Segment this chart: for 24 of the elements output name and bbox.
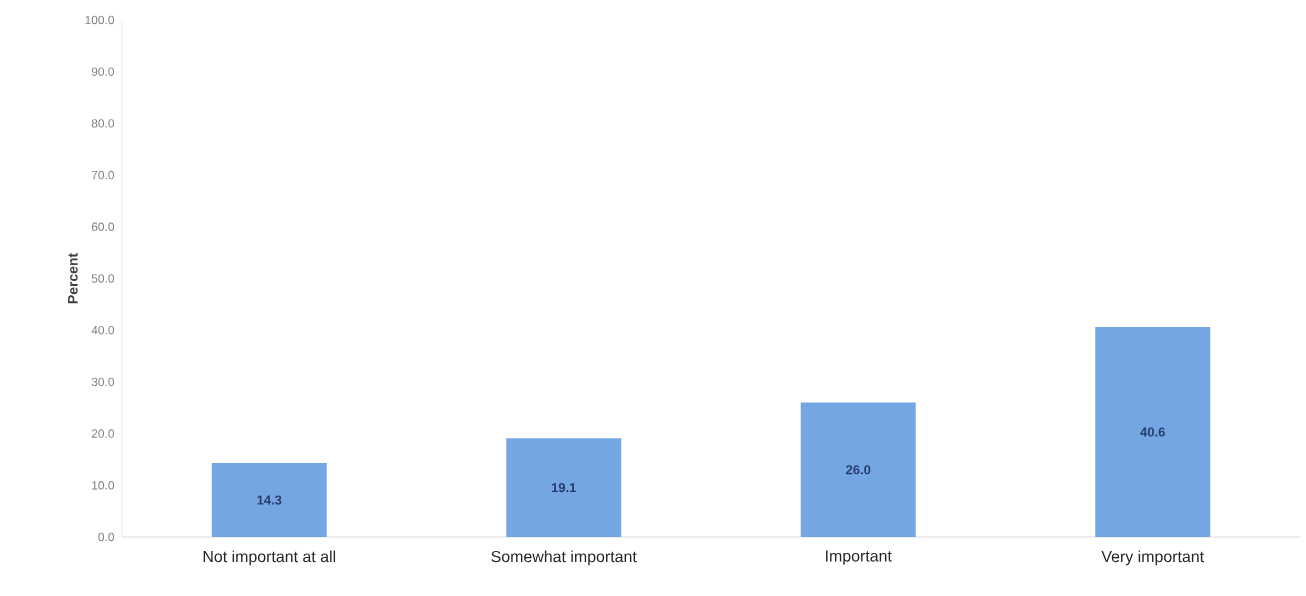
data-label: 14.3 <box>257 495 282 505</box>
y-tick-label: 90.0 <box>91 67 115 76</box>
data-label: 26.0 <box>846 465 871 475</box>
data-label: 19.1 <box>551 483 576 493</box>
x-tick-label: Not important at all <box>203 550 336 566</box>
y-tick-label: 60.0 <box>91 222 115 232</box>
x-tick-label: Very important <box>1101 550 1204 566</box>
y-tick-label: 30.0 <box>91 377 115 387</box>
y-tick-label: 0.0 <box>98 532 115 542</box>
y-axis-title: Percent <box>68 253 78 304</box>
bar <box>1095 327 1211 537</box>
data-label: 40.6 <box>1140 427 1165 437</box>
y-tick-label: 100.0 <box>85 15 115 25</box>
bar <box>506 438 622 537</box>
y-tick-label: 80.0 <box>91 119 115 128</box>
y-tick-label: 40.0 <box>91 325 115 335</box>
y-tick-label: 20.0 <box>91 429 115 438</box>
bar <box>800 402 916 537</box>
y-tick-label: 70.0 <box>91 170 115 180</box>
bar <box>211 463 327 537</box>
y-tick-label: 10.0 <box>92 481 115 490</box>
y-tick-label: 50.0 <box>91 274 115 283</box>
x-tick-label: Somewhat important <box>491 550 637 566</box>
x-tick-label: Important <box>826 550 892 565</box>
